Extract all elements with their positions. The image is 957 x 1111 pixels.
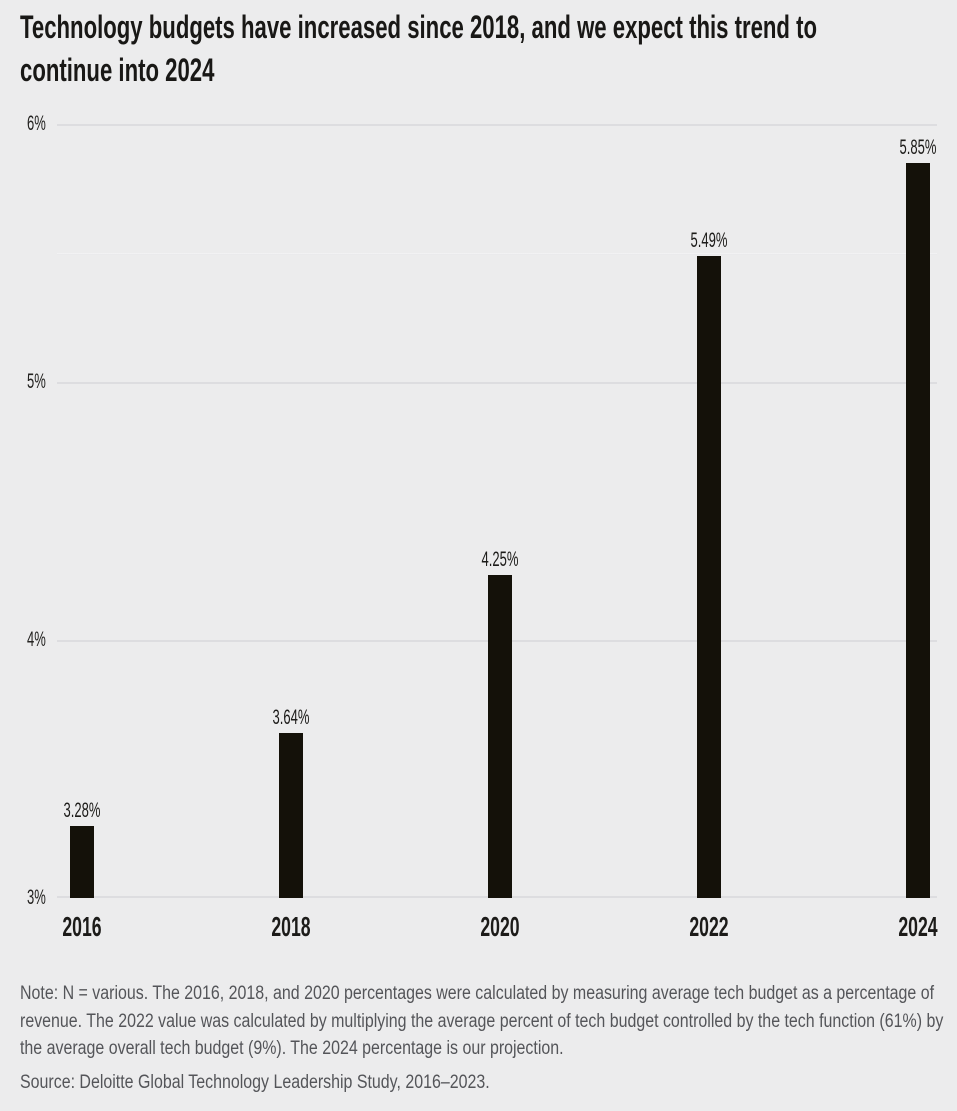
x-axis-category-label: 2020 <box>480 911 520 942</box>
y-axis-tick-label: 5% <box>27 370 46 393</box>
y-axis-tick-label: 6% <box>27 112 46 135</box>
bar-value-label: 5.49% <box>690 229 728 252</box>
chart-title: Technology budgets have increased since … <box>20 9 818 88</box>
x-axis-category-label: 2024 <box>898 911 938 942</box>
bar-2016 <box>70 826 94 898</box>
bar-value-label: 5.85% <box>899 136 937 159</box>
minor-gridline <box>57 253 937 255</box>
gridline-5% <box>57 382 937 384</box>
source-line: Source: Deloitte Global Technology Leade… <box>20 1072 490 1093</box>
bar-2022 <box>697 256 721 898</box>
bar-value-label: 3.64% <box>272 706 310 729</box>
bar-2018 <box>279 733 303 898</box>
x-axis-category-label: 2018 <box>271 911 311 942</box>
bar-2024 <box>906 163 930 898</box>
bar-value-label: 3.28% <box>63 799 100 822</box>
y-axis-tick-label: 4% <box>27 628 46 651</box>
bar-chart-plot-area: 3% 4% 5% 6% 3.28% 2016 3.64% 2018 4.25% 2020 5.49%… <box>27 113 938 941</box>
x-axis-category-label: 2016 <box>61 911 102 942</box>
x-axis-category-label: 2022 <box>689 911 729 942</box>
y-axis-tick-label: 3% <box>27 886 46 909</box>
bar-value-label: 4.25% <box>481 548 519 571</box>
bar-2020 <box>488 575 512 898</box>
gridline-6% <box>57 124 937 126</box>
footnote: Note: N = various. The 2016, 2018, and 2… <box>20 983 944 1059</box>
